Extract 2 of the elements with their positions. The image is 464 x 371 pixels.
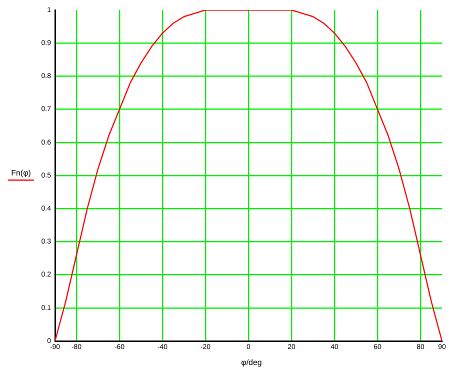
- x-axis-title: φ/deg: [241, 358, 262, 367]
- y-axis-title: Fn(φ): [11, 168, 32, 178]
